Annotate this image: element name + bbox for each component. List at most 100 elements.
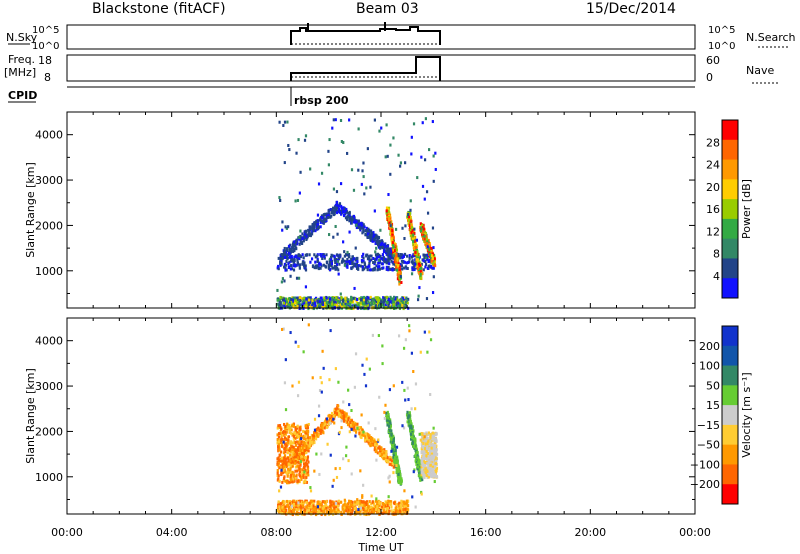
- data-point: [413, 445, 416, 449]
- nsky-tick-top-right: 10^5: [708, 25, 735, 36]
- data-point: [435, 450, 438, 454]
- data-point: [330, 262, 334, 266]
- data-point: [382, 266, 385, 270]
- data-point: [288, 455, 291, 459]
- data-point: [379, 508, 382, 512]
- data-point: [282, 445, 285, 449]
- data-point: [357, 219, 360, 223]
- data-point: [382, 305, 385, 309]
- data-point: [397, 153, 400, 157]
- data-point: [325, 303, 328, 307]
- data-point: [285, 481, 289, 485]
- data-point: [302, 304, 305, 308]
- data-point: [283, 253, 286, 257]
- data-point: [321, 216, 324, 220]
- data-point: [350, 217, 353, 221]
- data-point: [283, 475, 286, 479]
- data-point: [329, 255, 333, 259]
- data-point: [334, 407, 338, 411]
- data-point: [305, 300, 308, 304]
- data-point: [372, 438, 375, 442]
- data-point: [384, 257, 387, 261]
- data-point: [374, 296, 377, 300]
- data-point: [294, 431, 297, 435]
- data-point: [390, 301, 393, 305]
- data-point: [281, 456, 284, 460]
- data-point: [323, 426, 326, 430]
- data-point: [362, 302, 365, 306]
- data-point: [422, 268, 425, 272]
- data-point: [386, 456, 389, 460]
- data-point: [283, 279, 286, 283]
- data-point: [296, 261, 299, 265]
- data-point: [399, 476, 402, 480]
- data-point: [285, 300, 289, 304]
- data-point: [387, 247, 390, 251]
- data-point: [293, 301, 297, 305]
- data-point: [391, 229, 394, 233]
- data-point: [277, 474, 280, 478]
- data-point: [332, 300, 336, 304]
- data-point: [355, 220, 358, 224]
- data-point: [374, 241, 377, 245]
- data-point: [387, 259, 390, 263]
- data-point: [368, 264, 371, 268]
- data-point: [380, 256, 383, 260]
- data-point: [289, 267, 292, 271]
- data-point: [425, 436, 429, 440]
- data-point: [299, 229, 302, 233]
- data-point: [352, 427, 355, 431]
- data-point: [296, 464, 299, 468]
- data-point: [300, 240, 303, 244]
- data-point: [380, 126, 383, 130]
- data-point: [397, 261, 400, 265]
- data-point: [395, 248, 398, 252]
- data-point: [321, 257, 324, 261]
- data-point: [422, 229, 425, 233]
- data-point: [410, 135, 413, 139]
- data-point: [294, 437, 297, 441]
- data-point: [294, 476, 297, 480]
- data-point: [372, 261, 375, 265]
- data-point: [424, 239, 427, 243]
- data-point: [395, 470, 398, 474]
- data-point: [305, 253, 309, 257]
- data-point: [307, 470, 310, 474]
- data-point: [320, 428, 323, 432]
- data-point: [342, 415, 346, 419]
- data-point: [409, 426, 413, 430]
- data-point: [375, 450, 378, 454]
- data-point: [322, 263, 325, 267]
- data-point: [288, 252, 291, 256]
- data-point: [327, 163, 331, 167]
- data-point: [285, 226, 288, 230]
- data-point: [319, 296, 322, 300]
- data-point: [430, 454, 434, 458]
- data-point: [383, 457, 386, 461]
- data-point: [295, 238, 298, 242]
- data-point: [334, 118, 337, 122]
- data-point: [288, 244, 291, 248]
- data-point: [333, 305, 337, 309]
- data-point: [308, 253, 311, 257]
- data-point: [395, 467, 399, 471]
- data-point: [306, 236, 309, 240]
- data-point: [282, 468, 285, 472]
- data-point: [293, 258, 296, 262]
- data-point: [302, 299, 305, 303]
- data-point: [281, 228, 284, 232]
- data-point: [423, 454, 426, 458]
- data-point: [304, 461, 307, 465]
- data-point: [299, 240, 302, 244]
- data-point: [345, 207, 348, 211]
- data-point: [287, 435, 291, 439]
- data-point: [429, 460, 432, 464]
- data-point: [295, 473, 298, 477]
- data-point: [287, 449, 290, 453]
- data-point: [425, 242, 429, 246]
- data-point: [336, 253, 339, 257]
- data-point: [406, 301, 409, 305]
- colorbar-tick: 8: [713, 248, 720, 261]
- data-point: [383, 246, 386, 250]
